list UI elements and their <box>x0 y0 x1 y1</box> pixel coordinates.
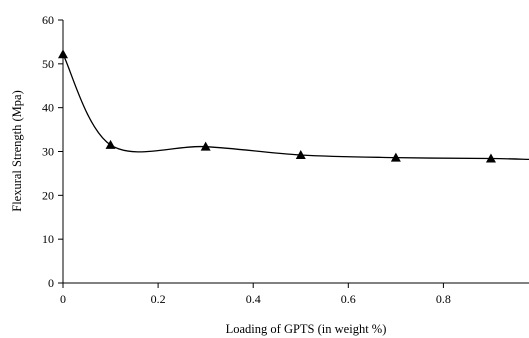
y-tick-label: 60 <box>42 13 54 27</box>
series-markers <box>58 49 496 163</box>
y-axis-title: Flexural Strength (Mpa) <box>10 90 24 212</box>
x-tick-label: 0.4 <box>246 292 261 306</box>
y-ticks: 0 10 20 30 40 50 60 <box>42 13 63 290</box>
x-tick-label: 0.2 <box>151 292 166 306</box>
y-tick-label: 50 <box>42 57 54 71</box>
x-ticks: 0 0.2 0.4 0.6 0.8 <box>60 283 451 306</box>
data-point-marker <box>58 49 68 59</box>
y-tick-label: 20 <box>42 188 54 202</box>
series-line <box>62 53 529 161</box>
y-tick-label: 40 <box>42 101 54 115</box>
x-tick-label: 0 <box>60 292 66 306</box>
data-point-marker <box>200 141 211 151</box>
data-point-marker <box>485 153 496 163</box>
x-tick-label: 0.8 <box>436 292 451 306</box>
y-tick-label: 0 <box>48 276 54 290</box>
data-point-marker <box>295 150 306 160</box>
data-point-marker <box>390 152 401 162</box>
y-tick-label: 10 <box>42 232 54 246</box>
data-point-marker <box>105 139 116 149</box>
x-tick-label: 0.6 <box>341 292 356 306</box>
x-axis-title: Loading of GPTS (in weight %) <box>226 322 387 336</box>
y-tick-label: 30 <box>42 145 54 159</box>
